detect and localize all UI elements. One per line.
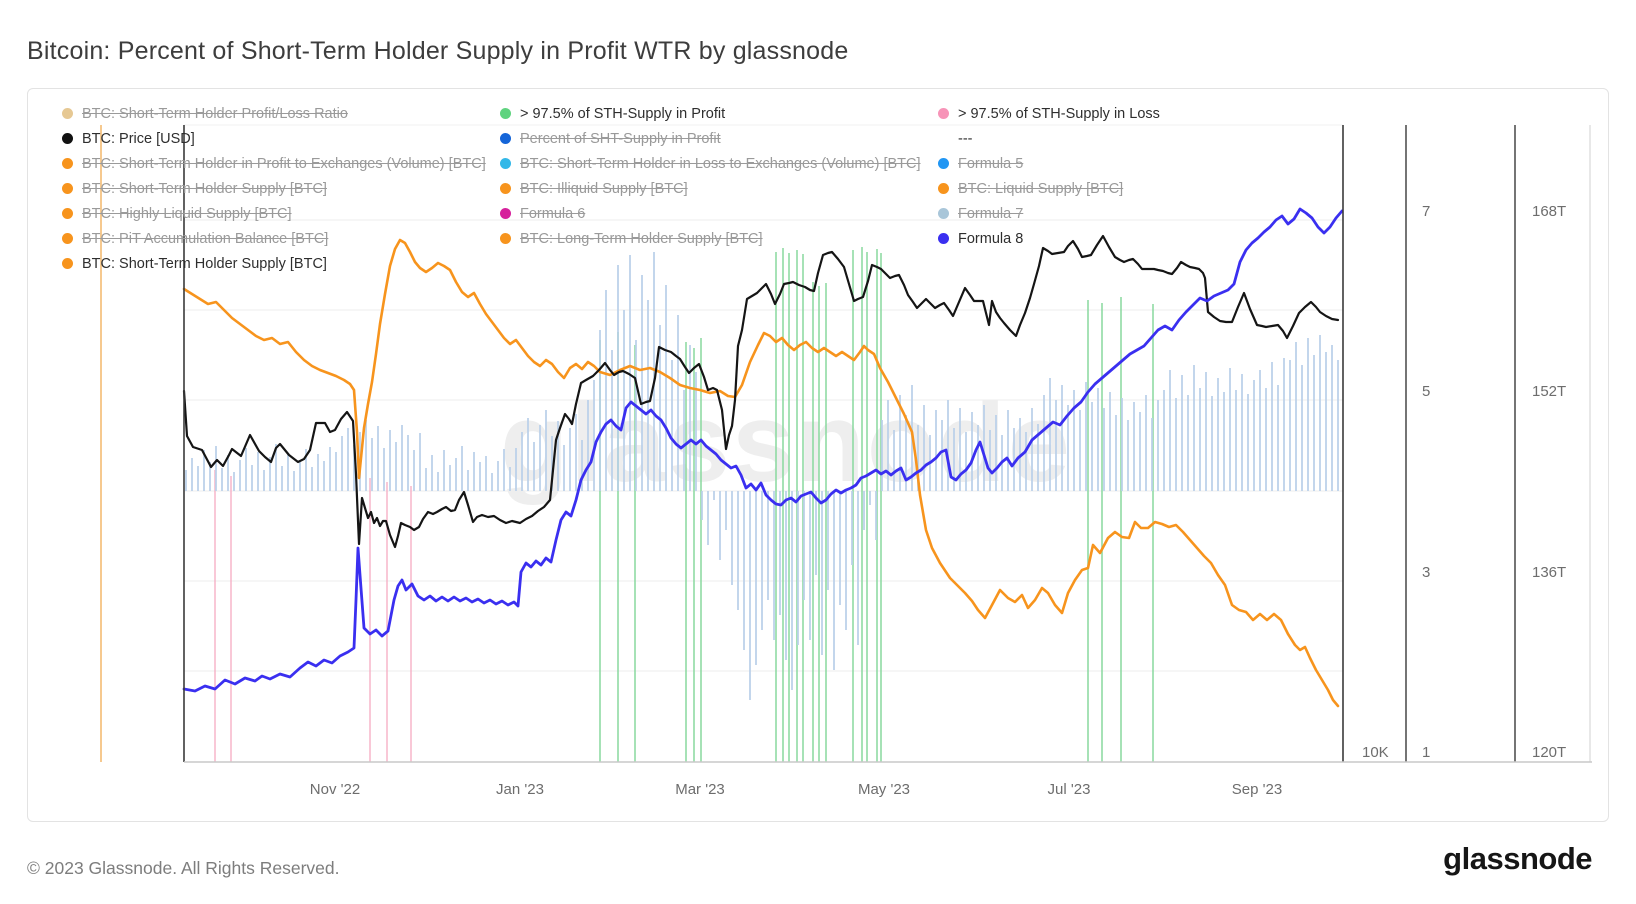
legend-item-label: --- [958,130,973,147]
legend-dot-icon [62,233,73,244]
legend-dot-icon [500,158,511,169]
legend-column-2: > 97.5% of STH-Supply in Loss --- Formula … [938,101,1160,251]
y-tick-label-price-log-axis: 10K [1362,744,1389,761]
legend-item[interactable]: Formula 8 [938,226,1160,251]
legend-item-label: BTC: PiT Accumulation Balance [BTC] [82,230,329,247]
legend-item[interactable]: BTC: Illiquid Supply [BTC] [500,176,921,201]
y-tick-label-t2-axis: 136T [1532,564,1567,581]
legend-item[interactable]: BTC: Short-Term Holder Supply [BTC] [62,251,486,276]
y-tick-label-t2-axis: 120T [1532,744,1567,761]
legend-item[interactable]: BTC: PiT Accumulation Balance [BTC] [62,226,486,251]
legend-item-label: BTC: Illiquid Supply [BTC] [520,180,688,197]
legend-dot-icon [938,108,949,119]
legend-item[interactable]: > 97.5% of STH-Supply in Loss [938,101,1160,126]
legend-item-label: > 97.5% of STH-Supply in Loss [958,105,1160,122]
formula7-bars [185,252,1339,700]
legend-item[interactable]: Formula 7 [938,201,1160,226]
legend-dot-icon [62,258,73,269]
y-tick-label-t2-axis: 152T [1532,383,1567,400]
copyright-text: © 2023 Glassnode. All Rights Reserved. [27,858,340,878]
x-tick-label: Mar '23 [675,781,725,798]
legend-item-label: BTC: Highly Liquid Supply [BTC] [82,205,292,222]
legend-item-label: Percent of SHT-Supply in Profit [520,130,721,147]
y-tick-label-t2-axis: 168T [1532,203,1567,220]
legend-item[interactable]: BTC: Highly Liquid Supply [BTC] [62,201,486,226]
legend-item-label: > 97.5% of STH-Supply in Profit [520,105,726,122]
y-tick-label-unit-axis: 1 [1422,744,1431,761]
legend-dot-icon [62,133,73,144]
legend-item-label: BTC: Short-Term Holder Profit/Loss Ratio [82,105,348,122]
legend-column-1: > 97.5% of STH-Supply in Profit Percent o… [500,101,921,251]
legend-dot-icon [62,158,73,169]
x-tick-label: Jan '23 [496,781,544,798]
legend-dot-icon [500,208,511,219]
sth-supply-line [182,238,1340,708]
legend-dot-icon [500,183,511,194]
legend-dot-icon [62,183,73,194]
legend-dot-icon [500,108,511,119]
y-tick-label-unit-axis: 7 [1422,203,1431,220]
glassnode-logo: glassnode [1443,841,1592,876]
legend-item-label: BTC: Liquid Supply [BTC] [958,180,1124,197]
x-tick-label: Nov '22 [309,781,361,798]
legend-dot-icon [62,108,73,119]
y-tick-label-unit-axis: 3 [1422,564,1431,581]
legend-item-label: BTC: Short-Term Holder in Loss to Exchan… [520,155,921,172]
legend-dot-icon [938,208,949,219]
x-tick-label: May '23 [857,781,911,798]
legend-item[interactable]: BTC: Price [USD] [62,126,486,151]
legend-item[interactable]: BTC: Liquid Supply [BTC] [938,176,1160,201]
legend-dot-icon [500,233,511,244]
legend-item[interactable]: --- [938,126,1160,151]
legend-item[interactable]: Formula 5 [938,151,1160,176]
legend-item[interactable]: Formula 6 [500,201,921,226]
legend-item-label: BTC: Short-Term Holder Supply [BTC] [82,255,327,272]
x-tick-label: Sep '23 [1231,781,1283,798]
legend-item-label: BTC: Long-Term Holder Supply [BTC] [520,230,763,247]
formula8-line [182,207,1344,693]
legend-item[interactable]: BTC: Short-Term Holder Supply [BTC] [62,176,486,201]
legend-column-0: BTC: Short-Term Holder Profit/Loss Ratio… [62,101,486,276]
legend-dot-icon [500,133,511,144]
legend-item-label: BTC: Short-Term Holder in Profit to Exch… [82,155,486,172]
legend-item-label: BTC: Price [USD] [82,130,195,147]
legend-item-label: Formula 8 [958,230,1024,247]
legend-dot-icon [62,208,73,219]
legend-dot-icon [938,233,949,244]
legend-item[interactable]: BTC: Long-Term Holder Supply [BTC] [500,226,921,251]
legend-item[interactable]: Percent of SHT-Supply in Profit [500,126,921,151]
legend-item-label: BTC: Short-Term Holder Supply [BTC] [82,180,327,197]
legend-dot-icon [938,183,949,194]
legend-item[interactable]: BTC: Short-Term Holder Profit/Loss Ratio [62,101,486,126]
legend-item[interactable]: BTC: Short-Term Holder in Loss to Exchan… [500,151,921,176]
x-tick-label: Jul '23 [1047,781,1091,798]
legend-item-label: Formula 7 [958,205,1024,222]
page-title: Bitcoin: Percent of Short-Term Holder Su… [27,36,849,65]
loss-event-lines [214,470,412,762]
legend-item[interactable]: > 97.5% of STH-Supply in Profit [500,101,921,126]
legend-item-label: Formula 5 [958,155,1024,172]
legend-dot-icon [938,158,949,169]
legend-item[interactable]: BTC: Short-Term Holder in Profit to Exch… [62,151,486,176]
btc-price-line [182,234,1340,549]
y-tick-label-unit-axis: 5 [1422,383,1431,400]
legend-item-label: Formula 6 [520,205,586,222]
